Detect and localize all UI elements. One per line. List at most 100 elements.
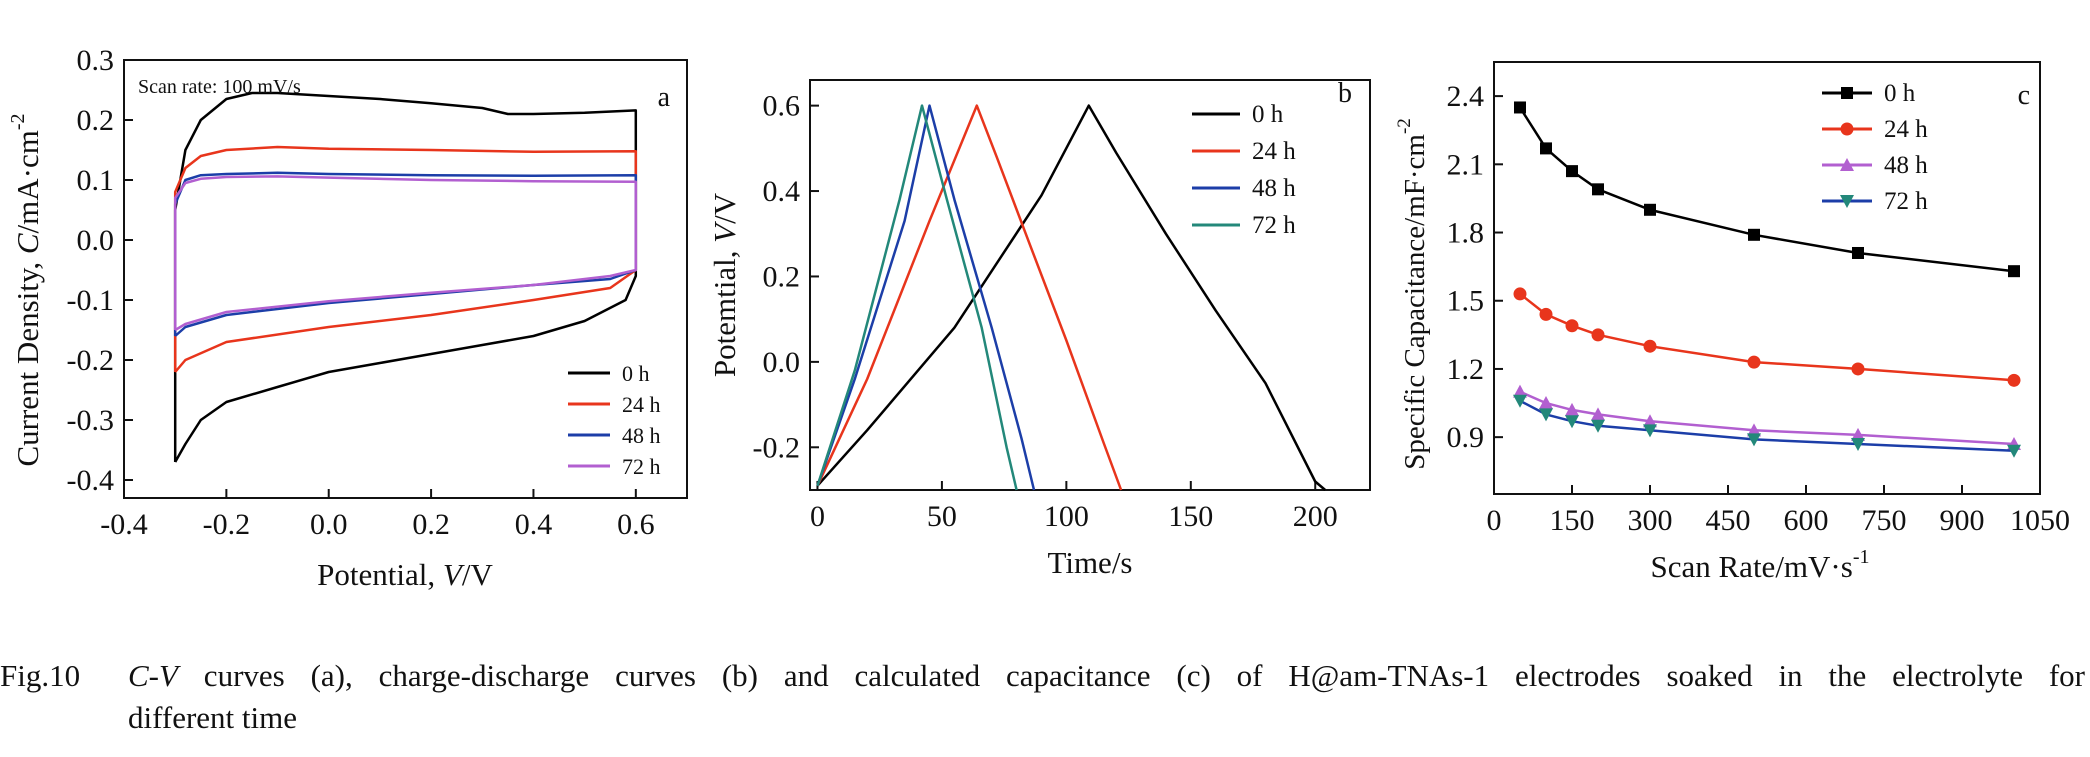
x-tick-label: 450 (1706, 504, 1751, 537)
x-tick-label: 150 (1550, 504, 1595, 537)
series-marker-0h (1540, 142, 1552, 155)
panel-c-y-axis-label: Specific Capacitance/mF·cm-2 (1394, 118, 1431, 470)
x-tick-label: 750 (1862, 504, 1907, 537)
panel-b-legend: 0 h 24 h 48 h 72 h (1192, 101, 1296, 239)
y-tick-label: 2.4 (1447, 80, 1485, 113)
series-line-72h (173, 175, 638, 332)
legend-label: 72 h (1252, 212, 1296, 239)
panel-c-capacitance-chart: 0 150 300 450 600 750 900 1050 2.4 2.1 1.8 1.5 1.2 0… (1394, 61, 2071, 584)
y-tick-label: 0.0 (763, 346, 801, 379)
series-marker-72h (2007, 444, 2021, 458)
legend-label: 24 h (1252, 138, 1296, 165)
figure-caption: Fig.10 C-V curves (a), charge-discharge … (0, 655, 2085, 739)
x-tick-label: 100 (1044, 500, 1089, 533)
panel-c-x-tick-labels: 0 150 300 450 600 750 900 1050 (1487, 504, 2071, 537)
panel-a-ticks (123, 59, 637, 498)
y-tick-label: 1.8 (1447, 217, 1485, 250)
legend-marker (1840, 122, 1854, 136)
panel-b-x-axis-label: Time/s (1047, 545, 1132, 580)
legend-label: 48 h (1884, 152, 1928, 179)
series-line-72h (816, 104, 1018, 491)
series-marker-0h (1852, 246, 1864, 259)
panel-a-y-axis-label: Current Density, C/mA·cm-2 (7, 113, 45, 466)
panel-c-legend: 0 h 24 h 48 h 72 h (1822, 80, 1928, 215)
x-tick-label: 0.2 (412, 508, 450, 541)
panel-a-annotation: Scan rate: 100 mV/s (138, 76, 301, 98)
series-marker-72h (1747, 433, 1761, 447)
legend-label: 0 h (1252, 101, 1284, 128)
series-marker-72h (1565, 415, 1579, 429)
panel-c-ticks (1493, 95, 2041, 494)
series-line-24h (173, 145, 638, 373)
panel-a-cv-chart: -0.4 -0.2 0.0 0.2 0.4 0.6 0.3 0.2 0.1 0.0 -0.1 -0.… (7, 44, 688, 592)
x-tick-label: 0.0 (310, 508, 348, 541)
panel-b-plot-frame (809, 79, 1371, 491)
legend-label: 48 h (622, 423, 661, 448)
panel-b-charge-discharge-chart: 0 50 100 150 200 0.6 0.4 0.2 0.0 -0.2 b 0 h 24 h 4… (707, 78, 1371, 580)
series-marker-72h (1591, 419, 1605, 433)
y-tick-label: 2.1 (1447, 148, 1485, 181)
series-marker-0h (2008, 265, 2020, 278)
x-tick-label: 50 (927, 500, 957, 533)
x-tick-label: 0 (1487, 504, 1502, 537)
series-line-72h (1519, 399, 2015, 453)
legend-label: 72 h (622, 454, 661, 479)
x-tick-label: 200 (1293, 500, 1338, 533)
series-marker-72h (1643, 424, 1657, 438)
series-marker-48h (1851, 427, 1865, 441)
legend-marker (1840, 158, 1854, 171)
series-marker-48h (1539, 396, 1553, 410)
panel-c-letter: c (2018, 80, 2030, 111)
series-marker-24h (2007, 373, 2021, 387)
panel-a-letter: a (658, 82, 671, 113)
series-marker-24h (1539, 307, 1553, 321)
panel-a-series (173, 91, 638, 463)
panel-a-plot-frame (123, 59, 688, 499)
x-tick-label: 0.6 (617, 508, 655, 541)
series-line-48h (816, 104, 1036, 491)
panel-c-y-tick-labels: 2.4 2.1 1.8 1.5 1.2 0.9 (1447, 80, 1485, 454)
series-marker-0h (1644, 203, 1656, 216)
y-tick-label: -0.1 (67, 284, 115, 317)
series-marker-24h (1747, 355, 1761, 369)
y-tick-label: 0.6 (763, 90, 801, 123)
caption-figure-label: Fig.10 (0, 658, 81, 693)
legend-label: 0 h (622, 361, 650, 386)
panel-a-x-axis-label: Potential, V/V (317, 557, 493, 592)
series-marker-72h (1851, 437, 1865, 451)
x-tick-label: 0 (810, 500, 825, 533)
series-marker-24h (1643, 339, 1657, 353)
y-tick-label: 0.0 (77, 224, 115, 257)
series-marker-24h (1513, 287, 1527, 301)
y-tick-label: 0.2 (77, 104, 115, 137)
x-tick-label: 0.4 (515, 508, 553, 541)
panel-b-y-tick-labels: 0.6 0.4 0.2 0.0 -0.2 (753, 90, 801, 465)
panel-b-ticks (810, 104, 1317, 490)
caption-text-line-2: different time (128, 700, 298, 735)
y-tick-label: 0.3 (77, 44, 115, 77)
legend-marker (1841, 87, 1853, 99)
x-tick-label: -0.4 (100, 508, 148, 541)
y-tick-label: -0.2 (753, 431, 801, 464)
series-marker-24h (1591, 328, 1605, 342)
series-marker-48h (1513, 384, 1527, 398)
panel-a-y-tick-labels: 0.3 0.2 0.1 0.0 -0.1 -0.2 -0.3 -0.4 (67, 44, 115, 497)
series-marker-24h (1851, 362, 1865, 376)
legend-marker (1840, 195, 1854, 208)
series-marker-72h (1539, 408, 1553, 422)
caption-text-line-1: C-V curves (a), charge-discharge curves … (128, 658, 2085, 693)
panel-b-series (816, 104, 1327, 491)
x-tick-label: 900 (1940, 504, 1985, 537)
y-tick-label: -0.2 (67, 344, 115, 377)
x-tick-label: 300 (1628, 504, 1673, 537)
y-tick-label: -0.4 (67, 464, 115, 497)
series-marker-0h (1514, 101, 1526, 114)
series-marker-48h (1643, 414, 1657, 428)
panel-c-series (1513, 101, 2021, 458)
panel-a-legend: 0 h 24 h 48 h 72 h (568, 361, 661, 479)
series-marker-0h (1592, 183, 1604, 196)
legend-label: 48 h (1252, 175, 1296, 202)
y-tick-label: -0.3 (67, 404, 115, 437)
series-marker-0h (1748, 228, 1760, 241)
legend-label: 24 h (1884, 116, 1928, 143)
